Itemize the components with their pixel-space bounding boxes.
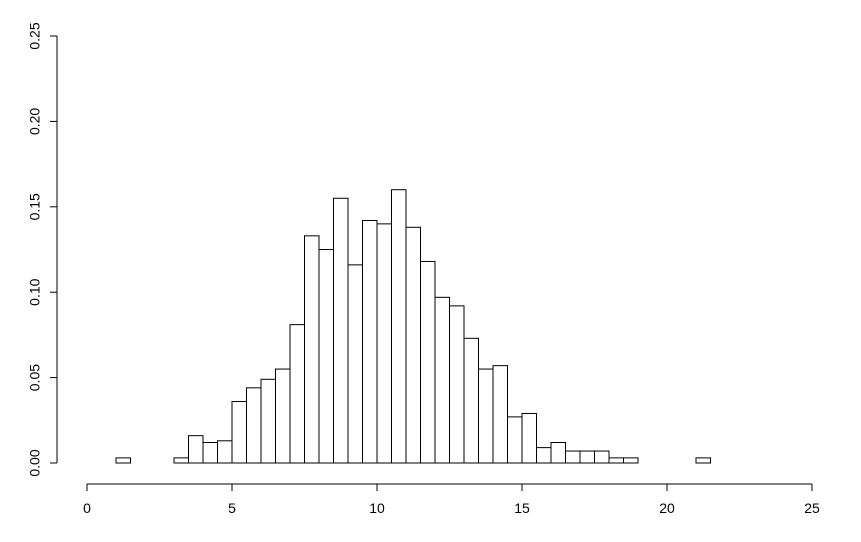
bar bbox=[463, 337, 479, 464]
bar bbox=[115, 457, 131, 464]
y-tick-label: 0.10 bbox=[27, 278, 43, 305]
x-tick-label: 15 bbox=[514, 500, 530, 516]
y-tick-label: 0.25 bbox=[27, 22, 43, 49]
bar bbox=[521, 412, 537, 464]
bar bbox=[246, 387, 262, 464]
y-tick-label: 0.20 bbox=[27, 108, 43, 135]
bar bbox=[333, 197, 349, 464]
bar bbox=[188, 435, 204, 464]
x-tick-label: 5 bbox=[228, 500, 236, 516]
bar bbox=[391, 189, 407, 464]
bar bbox=[478, 368, 494, 464]
bar bbox=[304, 235, 320, 464]
bar bbox=[492, 365, 508, 464]
bar bbox=[231, 401, 247, 464]
bar bbox=[695, 457, 711, 464]
bar bbox=[260, 378, 276, 464]
bar bbox=[434, 296, 450, 464]
y-tick-label: 0.05 bbox=[27, 364, 43, 391]
bar bbox=[579, 450, 595, 464]
bar bbox=[507, 416, 523, 464]
bar bbox=[275, 368, 291, 464]
y-tick-label: 0.15 bbox=[27, 193, 43, 220]
bar bbox=[449, 305, 465, 464]
bar bbox=[565, 450, 581, 464]
x-tick-label: 20 bbox=[659, 500, 675, 516]
x-tick-label: 0 bbox=[83, 500, 91, 516]
x-tick-label: 10 bbox=[369, 500, 385, 516]
bar bbox=[594, 450, 610, 464]
bar bbox=[405, 226, 421, 464]
bar bbox=[217, 440, 233, 464]
bar bbox=[289, 324, 305, 464]
bar bbox=[347, 264, 363, 464]
bar bbox=[376, 223, 392, 464]
bar bbox=[608, 457, 624, 464]
bar bbox=[362, 219, 378, 464]
bar bbox=[318, 249, 334, 464]
bar bbox=[536, 447, 552, 464]
bar bbox=[623, 457, 639, 464]
bar bbox=[550, 442, 566, 464]
bar bbox=[202, 442, 218, 464]
y-tick-label: 0.00 bbox=[27, 449, 43, 476]
x-tick-label: 25 bbox=[804, 500, 820, 516]
bar bbox=[420, 260, 436, 464]
bar bbox=[173, 457, 189, 464]
